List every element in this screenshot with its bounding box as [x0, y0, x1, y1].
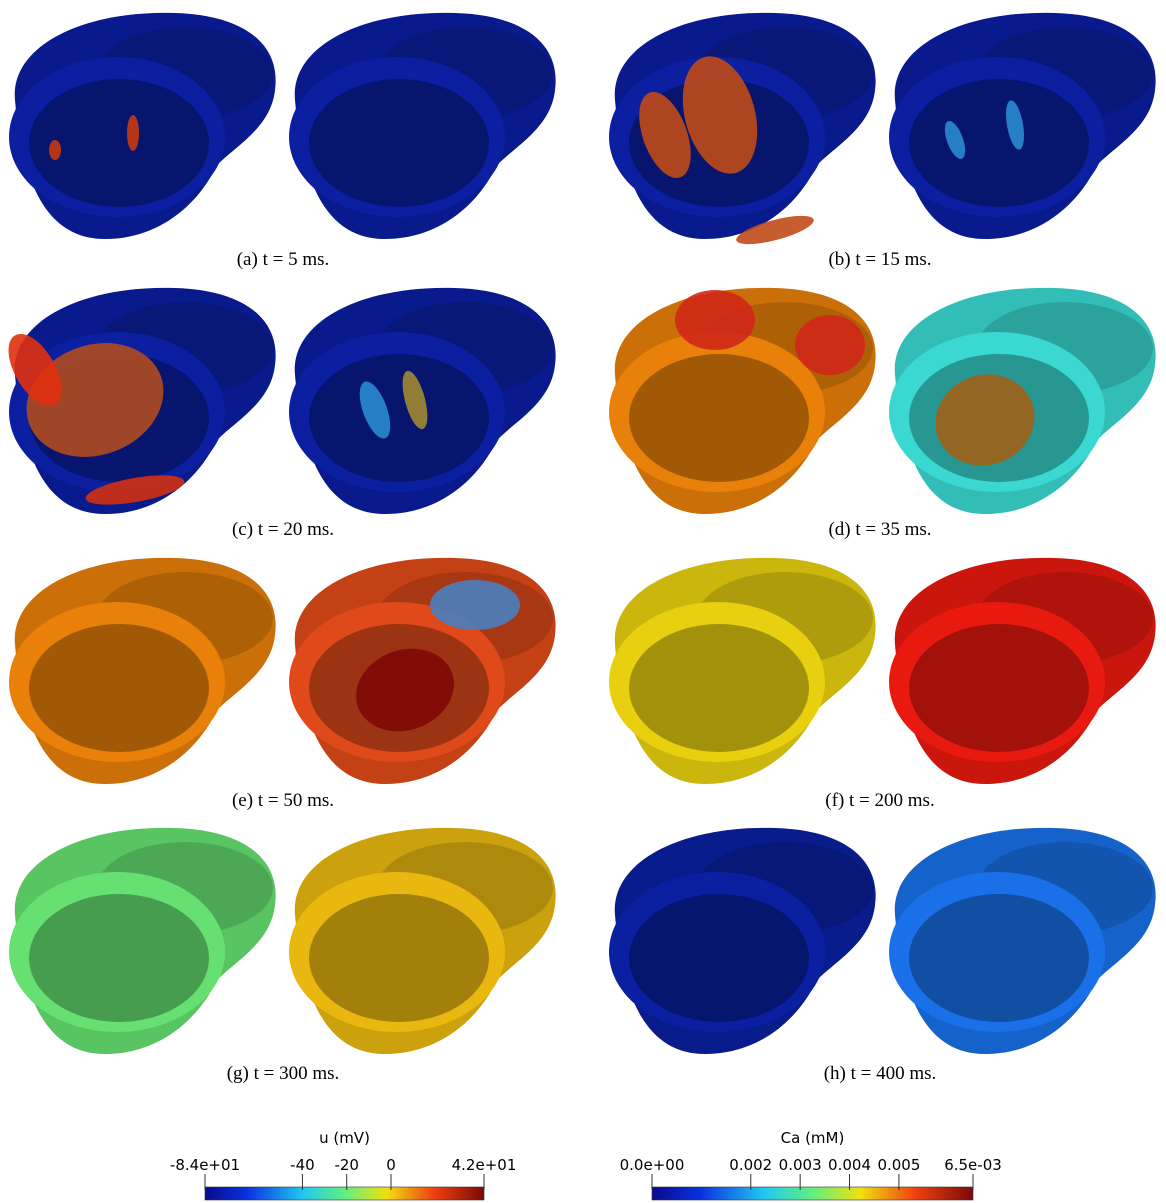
heart-render [289, 558, 556, 784]
heart-render [609, 13, 876, 250]
activation-spot [795, 315, 865, 375]
colorbar-tick-label: 0 [386, 1156, 396, 1174]
activation-spot [127, 115, 139, 151]
colorbar-tick-label: 0.002 [729, 1156, 772, 1174]
panel-caption: (c) t = 20 ms. [232, 519, 334, 540]
colorbar-tick-label: 6.5e-03 [944, 1156, 1002, 1174]
panel-caption: (a) t = 5 ms. [237, 249, 330, 270]
colorbar-tick-label: 4.2e+01 [452, 1156, 517, 1174]
heart-render [289, 288, 556, 514]
lv-cavity-shade [629, 624, 809, 752]
colorbar-tick-label: 0.003 [779, 1156, 822, 1174]
panel-caption: (g) t = 300 ms. [227, 1063, 340, 1084]
panel-caption: (e) t = 50 ms. [232, 790, 334, 811]
heart-render [9, 558, 276, 784]
heart-render [889, 288, 1156, 514]
panel-caption: (b) t = 15 ms. [828, 249, 931, 270]
lv-cavity-shade [909, 79, 1089, 207]
colorbar-tick-label: -40 [290, 1156, 315, 1174]
lv-cavity-shade [29, 624, 209, 752]
colorbar [652, 1187, 973, 1200]
activation-spot [675, 290, 755, 350]
panel-caption: (h) t = 400 ms. [824, 1063, 937, 1084]
colorbar-title: Ca (mM) [781, 1129, 845, 1147]
colorbar-tick-label: 0.0e+00 [620, 1156, 685, 1174]
heart-render [289, 828, 556, 1054]
colorbar-tick-label: 0.005 [877, 1156, 920, 1174]
heart-render [889, 13, 1156, 239]
lv-cavity-shade [309, 79, 489, 207]
heart-render [889, 558, 1156, 784]
lv-cavity-shade [909, 624, 1089, 752]
colorbar-tick-label: -20 [334, 1156, 359, 1174]
heart-render [889, 828, 1156, 1054]
lv-cavity-shade [309, 354, 489, 482]
panel-caption: (f) t = 200 ms. [825, 790, 934, 811]
heart-render [9, 13, 276, 239]
panel-caption: (d) t = 35 ms. [828, 519, 931, 540]
activation-spot [49, 140, 61, 160]
figure: (a) t = 5 ms. (b) t = 15 ms. (c) t = 20 ms… [0, 0, 1166, 1203]
lv-cavity-shade [909, 894, 1089, 1022]
colorbar-tick-label: 0.004 [828, 1156, 871, 1174]
colorbar [205, 1187, 484, 1200]
activation-spot [430, 580, 520, 630]
lv-cavity-shade [629, 354, 809, 482]
colorbar-title: u (mV) [319, 1129, 370, 1147]
lv-cavity-shade [629, 894, 809, 1022]
heart-render [609, 288, 876, 514]
lv-cavity-shade [29, 894, 209, 1022]
heart-render [609, 828, 876, 1054]
heart-render [609, 558, 876, 784]
heart-render [9, 828, 276, 1054]
heart-render [0, 288, 276, 514]
lv-cavity-shade [309, 894, 489, 1022]
colorbar-tick-label: -8.4e+01 [170, 1156, 240, 1174]
heart-render [289, 13, 556, 239]
